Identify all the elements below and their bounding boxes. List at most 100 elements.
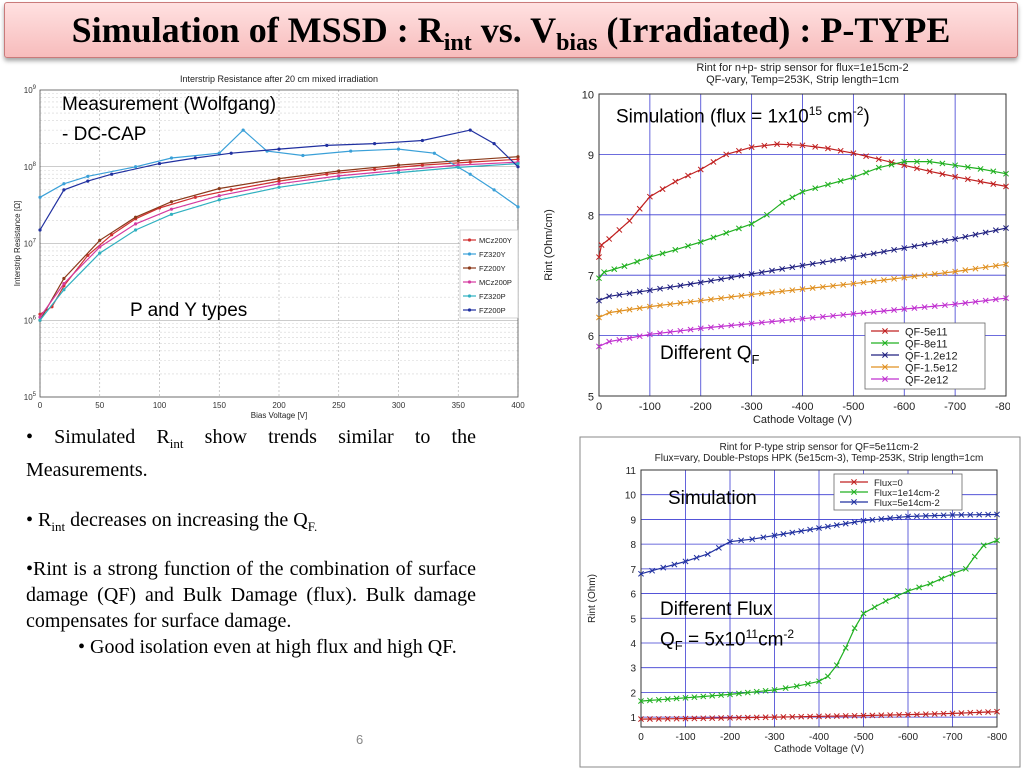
- series-flux-5e14cm-2-point: [905, 513, 911, 520]
- series-qf-2e12-point: [748, 320, 755, 327]
- x-tick-label: -400: [791, 401, 813, 413]
- legend-marker: [467, 266, 472, 270]
- series-fz320p-point: [456, 165, 460, 170]
- series-fz320p-point: [277, 185, 281, 189]
- y-tick-label: 107: [24, 239, 37, 249]
- y-tick-label: 109: [24, 85, 37, 95]
- y-tick-label: 7: [630, 565, 636, 576]
- chart-subtitle: Flux=vary, Double-Pstops HPK (5e15cm-3),…: [655, 453, 984, 464]
- series-qf-5e11-point: [914, 165, 920, 172]
- chart-title: Rint for n+p- strip sensor for flux=1e15…: [696, 62, 908, 74]
- series-flux-1e14cm-2-point: [793, 683, 800, 690]
- plot-frame: [640, 469, 998, 728]
- series-flux-5e14cm-2-point: [749, 536, 756, 543]
- legend-box: [864, 322, 986, 390]
- series-qf-8e11-point: [601, 269, 608, 276]
- series-qf-8e11-point: [646, 254, 653, 261]
- series-flux-5e14cm-2-point: [922, 512, 929, 519]
- series-qf-2e12-point: [769, 318, 775, 325]
- legend-label: MCz200Y: [479, 236, 512, 245]
- series-qf-5e11-point: [685, 172, 691, 179]
- series-qf-1-2e12-point: [830, 257, 836, 264]
- series-qf-8e11-point: [863, 169, 870, 176]
- y-tick-label: 11: [626, 466, 637, 477]
- series-flux-0-point: [691, 715, 698, 722]
- series-flux-0-point: [994, 708, 1000, 715]
- series-mcz200p-point: [396, 168, 401, 172]
- series-flux-0-point: [718, 715, 725, 721]
- flux-simulation-callout: Simulation: [668, 488, 757, 509]
- series-qf-1-5e12-point: [799, 286, 806, 293]
- series-flux-0-point: [798, 713, 805, 720]
- series-fz200y-point: [396, 163, 401, 167]
- series-fz320y-point: [217, 151, 221, 155]
- series-qf-2e12-point: [626, 335, 633, 341]
- series-qf-5e11-point: [964, 176, 971, 183]
- qf-simulation-callout: Simulation (flux = 1x1015 cm-2): [616, 104, 870, 128]
- series-fz200y-point: [169, 200, 174, 204]
- chart-title: Interstrip Resistance after 20 cm mixed …: [180, 74, 378, 84]
- series-flux-0-point: [851, 712, 858, 719]
- series-qf-2e12-point: [891, 307, 898, 313]
- series-flux-5e14cm-2-point: [798, 528, 805, 534]
- series-mcz200y-point: [110, 233, 114, 237]
- series-qf-1-2e12-point: [738, 272, 745, 279]
- series-qf-1-5e12-point: [707, 296, 714, 303]
- x-tick-label: 0: [638, 732, 644, 743]
- series-qf-2e12-point: [596, 343, 602, 350]
- series-qf-1-5e12-point: [809, 285, 816, 291]
- series-qf-5e11-point: [723, 151, 730, 158]
- series-qf-2e12-point: [962, 300, 969, 306]
- series-flux-1e14cm-2-point: [646, 697, 653, 704]
- legend-label: Flux=5e14cm-2: [874, 498, 940, 509]
- series-qf-8e11-point: [926, 158, 933, 165]
- series-qf-8e11-point: [779, 199, 786, 206]
- series-qf-1-5e12-point: [636, 305, 643, 312]
- series-mcz200y-point: [277, 179, 281, 183]
- series-qf-1-2e12-point: [880, 248, 887, 255]
- series-qf-1-2e12-point: [972, 231, 979, 238]
- series-fz200y-point: [456, 159, 460, 163]
- series-flux-5e14cm-2-point: [760, 534, 767, 541]
- series-flux-1e14cm-2-point: [691, 694, 698, 701]
- y-tick-label: 7: [588, 271, 594, 283]
- series-qf-2e12-point: [941, 302, 948, 309]
- series-qf-1-5e12-point: [626, 306, 633, 313]
- series-flux-0-point: [842, 712, 849, 719]
- series-flux-1e14cm-2-point: [882, 598, 889, 604]
- series-qf-2e12-point: [687, 326, 694, 333]
- y-axis-label: Interstrip Resistance [Ω]: [13, 201, 22, 287]
- series-fz200p-point: [193, 156, 197, 160]
- series-mcz200p-point: [456, 163, 460, 167]
- series-fz320p-point: [62, 288, 66, 292]
- legend-marker: [882, 328, 888, 334]
- series-qf-2e12-point: [850, 310, 857, 317]
- series-fz320y-point: [349, 149, 353, 153]
- series-mcz200p-point: [38, 315, 42, 319]
- series-fz200p-point: [468, 128, 472, 132]
- series-qf-1-2e12-point: [1003, 225, 1009, 232]
- series-flux-0-point: [833, 713, 840, 720]
- series-fz320p-point: [98, 251, 102, 255]
- y-tick-label: 5: [630, 614, 636, 625]
- x-axis-label: Cathode Voltage (V): [774, 744, 864, 755]
- series-qf-2e12-point: [870, 308, 877, 315]
- series-qf-1-2e12-point: [992, 227, 999, 234]
- legend-marker: [882, 340, 888, 346]
- series-flux-0-point: [735, 714, 742, 721]
- series-qf-5e11-point: [672, 178, 679, 185]
- series-qf-8e11-point: [672, 246, 679, 253]
- series-fz200p-point: [38, 228, 42, 232]
- series-flux-5e14cm-2-point: [738, 537, 745, 544]
- series-flux-0-point: [700, 715, 707, 722]
- series-flux-1e14cm-2-point: [962, 565, 969, 572]
- series-qf-8e11-point: [735, 225, 742, 232]
- series-qf-8e11-point: [914, 158, 920, 165]
- x-tick-label: -200: [720, 732, 740, 743]
- series-flux-1e14cm-2-point: [980, 542, 987, 549]
- measurement-chart: 0 50 100 150 200 250 300 350 400 109 108 107 106 105 I…: [13, 74, 525, 420]
- series-flux-5e14cm-2-point: [704, 551, 711, 557]
- series-qf-1-5e12-point: [972, 265, 979, 272]
- series-flux-5e14cm-2-point: [967, 511, 974, 518]
- series-qf-8e11-point: [812, 185, 819, 192]
